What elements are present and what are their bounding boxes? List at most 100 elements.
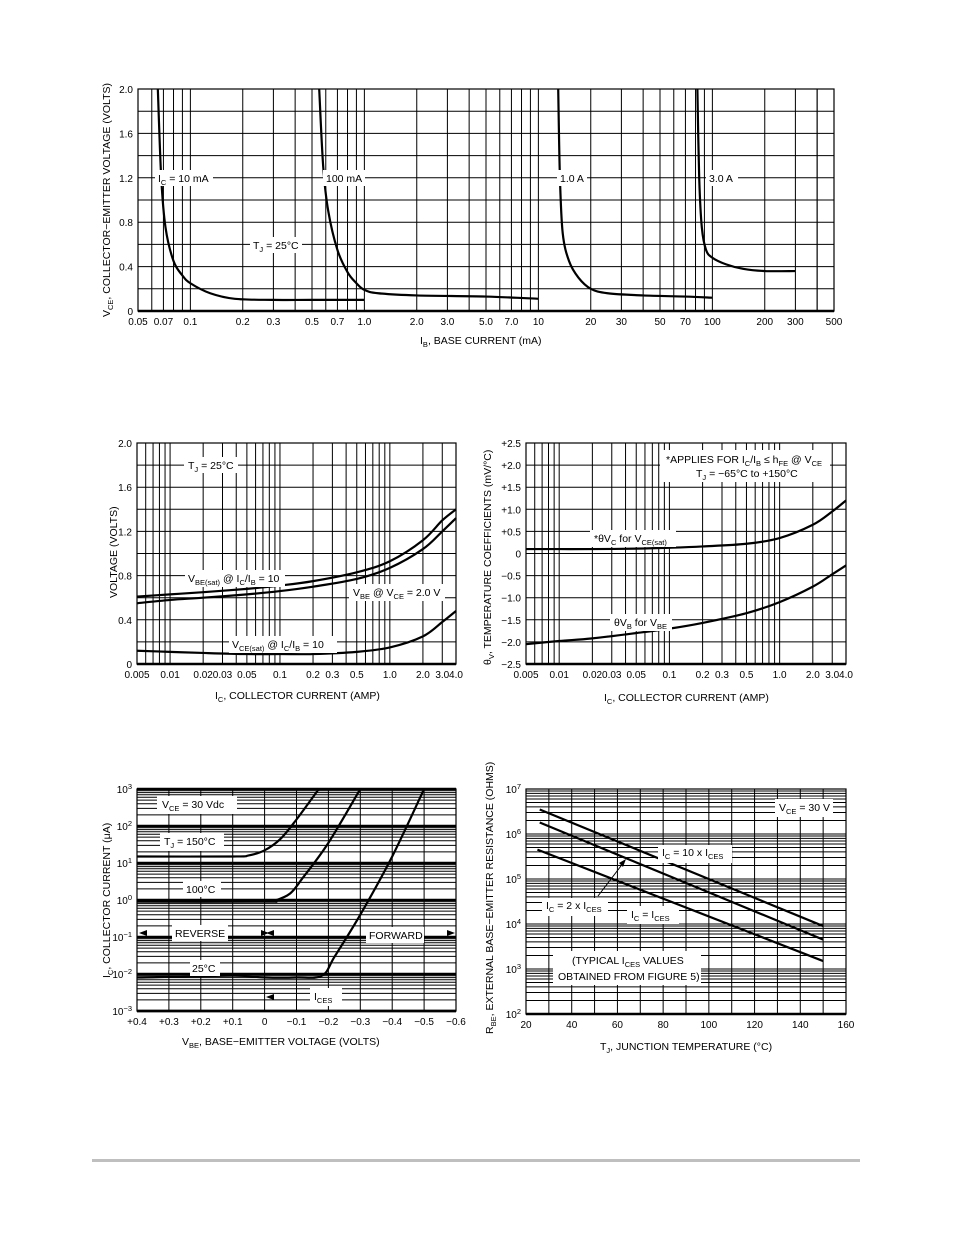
tick-label: 0 <box>515 550 521 561</box>
tick-label: 0.01 <box>549 670 569 681</box>
tick-label: 100 <box>701 1020 718 1031</box>
tick-label: 105 <box>506 872 521 886</box>
tick-label: 0.05 <box>626 670 646 681</box>
svg-text:TJ = 25°C: TJ = 25°C <box>253 240 299 254</box>
series-curve-2 <box>537 848 824 963</box>
tick-label: 200 <box>756 317 773 328</box>
svg-text:ICES: ICES <box>314 991 332 1005</box>
tick-label: 0.005 <box>124 670 149 681</box>
tick-label: −0.3 <box>350 1017 370 1028</box>
footer-divider <box>92 1159 860 1162</box>
label-theta-vb: θVB for VBE <box>610 614 672 631</box>
tick-label: +0.2 <box>191 1017 211 1028</box>
tick-label: 0.02 <box>193 670 213 681</box>
tick-label: 0.05 <box>237 670 257 681</box>
tick-label: 500 <box>826 317 843 328</box>
tick-label: +2.0 <box>501 461 521 472</box>
svg-text:VCE = 30 V: VCE = 30 V <box>779 802 830 816</box>
tick-label: 2.0 <box>416 670 430 681</box>
tick-label: 0.1 <box>183 317 197 328</box>
label-25c: 25°C <box>190 960 220 976</box>
tick-label: 0.01 <box>160 670 180 681</box>
tick-label: 0.4 <box>118 616 132 627</box>
label-vcesat: VCE(sat) @ IC/IB = 10 <box>229 636 337 653</box>
tick-label: 102 <box>117 819 132 833</box>
y-axis-label: VOLTAGE (VOLTS) <box>108 506 120 598</box>
series-curve-2 <box>136 788 426 979</box>
label-vce-30vdc: VCE = 30 Vdc <box>157 796 237 814</box>
tick-label: 3.0 <box>825 670 839 681</box>
svg-text:1.0 A: 1.0 A <box>560 173 584 185</box>
series-curve-0 <box>136 508 457 598</box>
tick-label: 7.0 <box>504 317 518 328</box>
tick-label: 0.7 <box>330 317 344 328</box>
tick-label: 0.5 <box>305 317 319 328</box>
tick-label: 60 <box>612 1020 624 1031</box>
svg-text:VBE @ VCE = 2.0 V: VBE @ VCE = 2.0 V <box>353 587 440 601</box>
tick-label: −0.5 <box>414 1017 434 1028</box>
tick-label: 0.03 <box>213 670 233 681</box>
svg-text:VCE(sat) @ IC/IB = 10: VCE(sat) @ IC/IB = 10 <box>232 639 324 653</box>
tick-label: 0.2 <box>236 317 250 328</box>
tick-label: 0.005 <box>513 670 538 681</box>
tick-label: +2.5 <box>501 439 521 450</box>
y-axis-label: VCE, COLLECTOR−EMITTER VOLTAGE (VOLTS) <box>101 83 115 317</box>
svg-text:REVERSE: REVERSE <box>175 928 225 940</box>
series-curve-2 <box>136 610 457 656</box>
tick-label: 1.6 <box>119 129 133 140</box>
tick-label: −0.5 <box>501 572 521 583</box>
svg-text:TJ = −65°C to +150°C: TJ = −65°C to +150°C <box>696 468 798 482</box>
tick-label: −1.5 <box>501 616 521 627</box>
tick-label: −1.0 <box>501 594 521 605</box>
tick-label: 0.07 <box>154 317 174 328</box>
svg-text:VBE(sat) @ IC/IB = 10: VBE(sat) @ IC/IB = 10 <box>188 573 280 587</box>
tick-label: 0.3 <box>266 317 280 328</box>
series-curve-0 <box>156 88 365 302</box>
tick-label: 70 <box>680 317 692 328</box>
tick-label: 104 <box>506 917 521 931</box>
tick-label: 30 <box>616 317 628 328</box>
svg-text:IC = 10 x ICES: IC = 10 x ICES <box>662 847 723 861</box>
tick-label: 10−2 <box>112 967 132 981</box>
label-reverse: REVERSE <box>172 925 228 941</box>
chart-vce-vs-ib: 0.05 0.07 0.1 0.2 0.3 0.5 0.7 1.0 2.0 3.0 5.0 7.0 10… <box>101 83 843 349</box>
tick-label: 1.6 <box>118 483 132 494</box>
tick-label: 0.8 <box>118 572 132 583</box>
reverse-arrows <box>139 930 455 936</box>
tick-label: −2.5 <box>501 660 521 671</box>
tick-label: 102 <box>506 1007 521 1021</box>
tick-label: 0.02 <box>583 670 603 681</box>
tick-label: 0.8 <box>119 218 133 229</box>
tick-label: −0.4 <box>382 1017 402 1028</box>
tick-label: 10−3 <box>112 1004 132 1018</box>
y-axis-label: RBE, EXTERNAL BASE−EMITTER RESISTANCE (O… <box>484 762 498 1034</box>
svg-text:3.0 A: 3.0 A <box>709 173 733 185</box>
label-typical-note: (TYPICAL ICES VALUES OBTAINED FROM FIGUR… <box>553 951 701 985</box>
svg-text:IC = 10 mA: IC = 10 mA <box>158 173 209 187</box>
svg-text:VCE = 30 Vdc: VCE = 30 Vdc <box>162 799 224 813</box>
tick-label: 100 <box>704 317 721 328</box>
tick-label: 106 <box>506 827 521 841</box>
tick-label: 0.03 <box>602 670 622 681</box>
series-curve-0 <box>539 808 824 928</box>
tick-label: 1.0 <box>357 317 371 328</box>
svg-text:100°C: 100°C <box>186 884 216 896</box>
svg-text:25°C: 25°C <box>192 963 216 975</box>
svg-text:IC = 2 x ICES: IC = 2 x ICES <box>546 900 602 914</box>
tick-label: 40 <box>566 1020 578 1031</box>
chart-voltage-vs-ic: 0.005 0.01 0.02 0.03 0.05 0.1 0.2 0.3 0.5 1.0 2.0 3… <box>108 439 463 704</box>
tick-label: −0.6 <box>446 1017 466 1028</box>
label-3a: 3.0 A <box>706 170 738 186</box>
tick-label: 0 <box>127 307 133 318</box>
tick-label: +0.3 <box>159 1017 179 1028</box>
svg-text:100 mA: 100 mA <box>326 173 362 185</box>
tick-label: 300 <box>787 317 804 328</box>
chart-temp-coefficients: 0.005 0.01 0.02 0.03 0.05 0.1 0.2 0.3 0.5 1.0 2.0 3… <box>482 439 853 706</box>
svg-text:IC = ICES: IC = ICES <box>631 909 670 923</box>
tick-label: 0 <box>262 1017 268 1028</box>
label-theta-vc: *θVC for VCE(sat) <box>590 530 676 547</box>
tick-label: 160 <box>838 1020 855 1031</box>
x-axis-label: IC, COLLECTOR CURRENT (AMP) <box>215 690 380 704</box>
svg-text:*APPLIES FOR IC/IB ≤ hFE @ VCE: *APPLIES FOR IC/IB ≤ hFE @ VCE <box>666 454 822 468</box>
